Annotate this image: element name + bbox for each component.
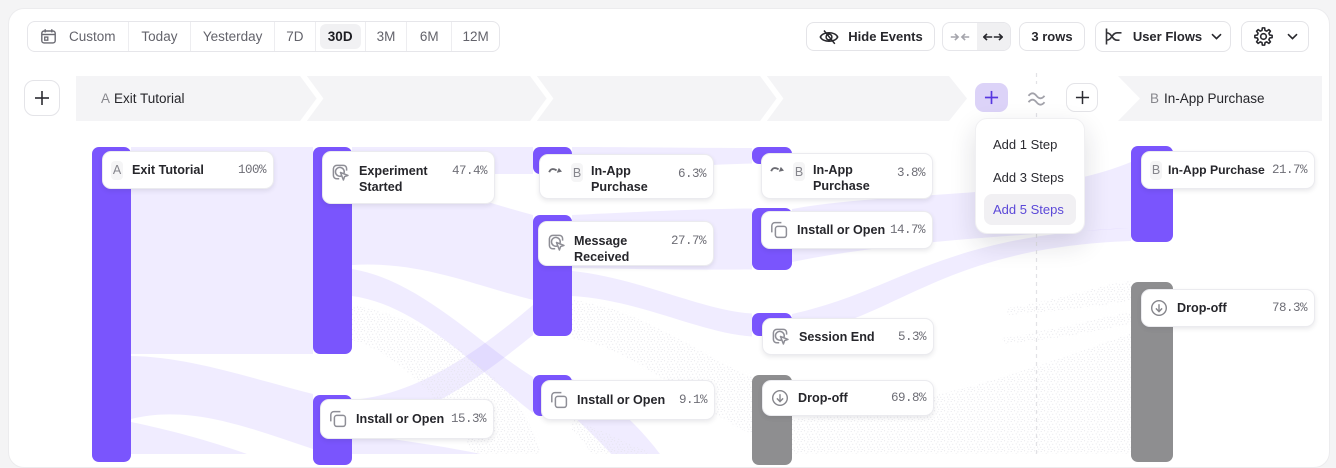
- svg-text:B: B: [1150, 91, 1159, 106]
- svg-text:In-App Purchase: In-App Purchase: [1164, 91, 1265, 106]
- svg-text:Exit Tutorial: Exit Tutorial: [114, 91, 185, 106]
- svg-text:A: A: [101, 91, 110, 106]
